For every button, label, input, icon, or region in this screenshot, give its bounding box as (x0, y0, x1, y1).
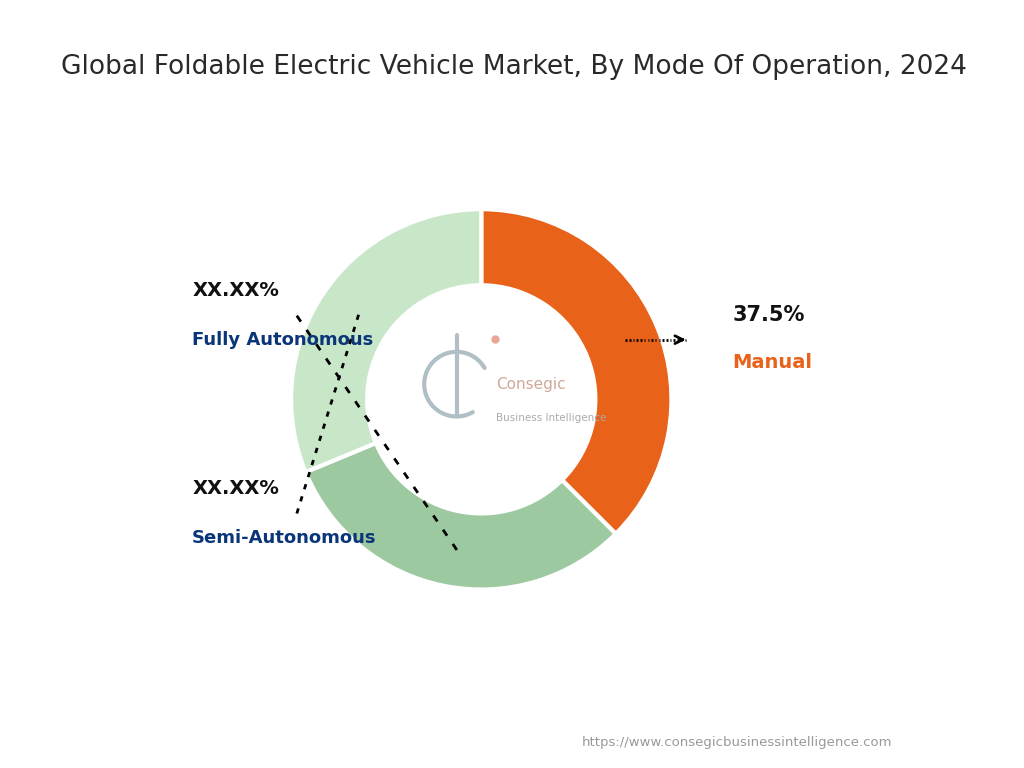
Text: XX.XX%: XX.XX% (193, 281, 280, 300)
Text: Manual: Manual (732, 353, 812, 372)
Wedge shape (291, 209, 481, 472)
Text: XX.XX%: XX.XX% (193, 479, 280, 498)
Text: Fully Autonomous: Fully Autonomous (193, 332, 374, 349)
Text: Semi-Autonomous: Semi-Autonomous (193, 529, 377, 547)
Text: https://www.consegicbusinessintelligence.com: https://www.consegicbusinessintelligence… (582, 736, 893, 749)
Text: 37.5%: 37.5% (732, 305, 805, 325)
Text: Business Intelligence: Business Intelligence (497, 413, 607, 423)
Wedge shape (481, 209, 672, 534)
Text: Consegic: Consegic (497, 376, 566, 392)
Wedge shape (305, 443, 615, 590)
Text: Global Foldable Electric Vehicle Market, By Mode Of Operation, 2024: Global Foldable Electric Vehicle Market,… (61, 54, 968, 80)
